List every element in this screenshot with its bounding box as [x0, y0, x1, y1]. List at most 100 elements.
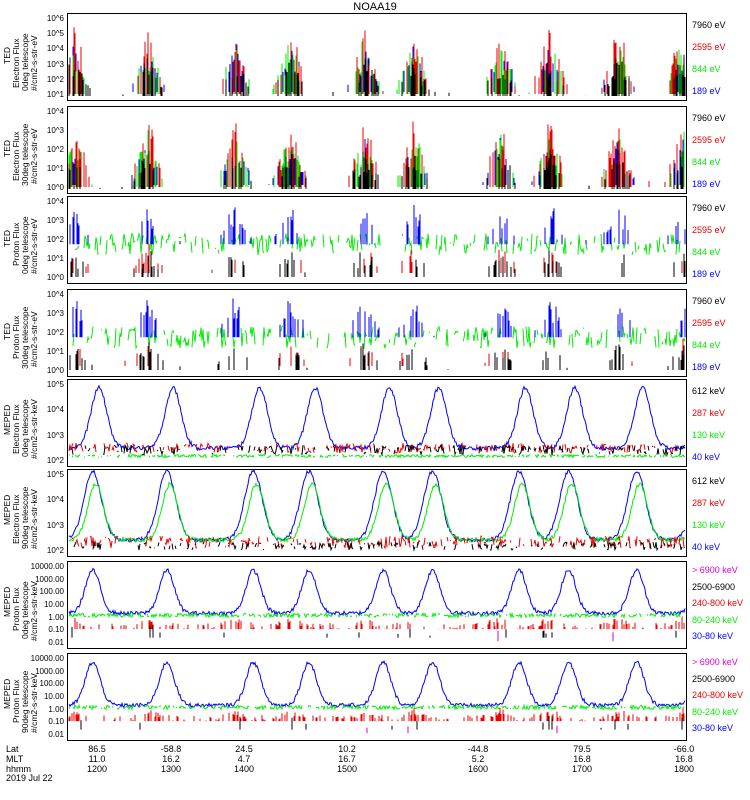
y-tick-label: 0.10 — [48, 717, 64, 727]
chart-panel-8: MEPED Proton Flux 90deg telescope #/cm2-s-s… — [0, 653, 750, 741]
axis-value: 16.8 — [573, 754, 591, 764]
y-tick-label: 10.00 — [43, 600, 64, 609]
legend-entry: 2500-6900 — [692, 673, 736, 684]
y-tick-label: 10^3 — [46, 309, 64, 318]
axis-value: 86.5 — [88, 744, 106, 754]
axis-value: 16.8 — [675, 754, 693, 764]
series-2500-6900-3 — [71, 624, 677, 638]
axis-row-mlt: MLT 11.0 16.2 4.7 16.7 5.2 16.8 16.8 — [0, 754, 750, 764]
legend-entry: 40 keV — [692, 542, 721, 552]
series-2595ev-2 — [72, 243, 685, 273]
y-tick-label: 10^4 — [46, 405, 64, 415]
legend-entry: 2595 eV — [692, 318, 726, 328]
series-40kev-0 — [68, 470, 686, 544]
plot-area — [67, 379, 687, 467]
series-7960ev-3 — [68, 57, 686, 96]
series-612kev-3 — [71, 443, 686, 457]
axis-row-label: Lat — [6, 744, 19, 754]
legend-entry: > 6900 keV — [692, 565, 738, 575]
series-130kev-1 — [68, 481, 686, 544]
y-tick-label: 10000.00 — [30, 562, 64, 571]
series-287kev-2 — [71, 534, 686, 550]
series-80-240kev-1 — [69, 613, 685, 617]
y-tick-label: 10^3 — [46, 430, 64, 440]
plot-area — [67, 106, 687, 194]
y-tick-label: 0.01 — [48, 638, 64, 647]
plot-area — [67, 469, 687, 557]
series-30-80kev-0 — [68, 567, 686, 618]
y-tick-label: 10^3 — [46, 520, 64, 530]
legend-entry: 612 keV — [692, 386, 726, 396]
chart-panel-3: TED Proton Flux 0deg telescope #/cm2-s-str-… — [0, 196, 750, 284]
series-2595ev-2 — [68, 121, 682, 187]
legend-entry: 844 eV — [692, 340, 721, 350]
legend-entry: 2595 eV — [692, 135, 726, 145]
legend-entry: 844 eV — [692, 64, 721, 74]
date-label: 2019 Jul 22 — [6, 773, 53, 783]
y-tick-label: 10.00 — [43, 692, 64, 701]
axis-value: 1400 — [233, 764, 255, 774]
y-tick-label: 10^5 — [46, 29, 64, 39]
axis-value: 10.2 — [338, 744, 356, 754]
plot-area — [67, 196, 687, 284]
y-tick-label: 1000.00 — [35, 666, 64, 676]
series-189ev-1 — [69, 204, 686, 245]
legend-entry: 7960 eV — [692, 203, 726, 213]
legend-entry: 240-800 keV — [692, 690, 744, 700]
series-6900kev-4 — [497, 630, 614, 642]
legend-entry: 2500-6900 — [692, 581, 736, 592]
series-240-800kev-2 — [74, 617, 685, 630]
axis-value: 24.5 — [235, 744, 253, 754]
axis-value: 1700 — [571, 764, 593, 774]
y-tick-label: 10^6 — [46, 14, 64, 23]
y-axis-label-line: #/cm2-s-str-eV — [29, 127, 39, 184]
y-tick-label: 10^4 — [46, 107, 64, 116]
plot-area — [67, 13, 687, 101]
axis-value: 1800 — [673, 764, 695, 774]
series-plot — [69, 298, 686, 370]
legend-entry: 612 keV — [692, 476, 726, 486]
y-tick-label: 10^0 — [46, 183, 64, 192]
axis-row-label: MLT — [6, 754, 24, 764]
axis-value: 11.0 — [88, 754, 106, 764]
axis-row-label: hhmm — [6, 764, 32, 774]
legend-entry: 130 keV — [692, 430, 726, 440]
y-tick-label: 10^0 — [46, 273, 64, 282]
series-6900kev-4 — [366, 725, 558, 734]
legend-entry: 30-80 keV — [692, 723, 734, 733]
axis-value: -66.0 — [673, 744, 695, 754]
chart-panel-1: TED Electron Flux 0deg telescope #/cm2-s-st… — [0, 13, 750, 101]
series-2595ev-2 — [69, 27, 681, 94]
plot-area — [67, 289, 687, 377]
y-axis-label-line: #/cm2-s-str-keV — [29, 399, 39, 459]
legend-entry: 2595 eV — [692, 42, 726, 52]
y-axis-label-line: #/cm2-s-str-eV — [29, 217, 39, 274]
y-tick-label: 0.01 — [48, 730, 64, 739]
y-tick-label: 100.00 — [39, 679, 64, 689]
series-189ev-1 — [72, 298, 686, 338]
chart-panel-5: MEPED Electron Flux 0deg telescope #/cm2-s-… — [0, 379, 750, 467]
chart-panel-7: MEPED Proton Flux 0deg telescope #/cm2-s-st… — [0, 561, 750, 649]
plot-area — [67, 561, 687, 649]
legend-entry: 240-800 keV — [692, 598, 744, 608]
chart-panel-6: MEPED Electron Flux 90deg telescope #/cm2-s… — [0, 469, 750, 557]
axis-value: 16.7 — [338, 754, 356, 764]
legend-entry: 844 eV — [692, 247, 721, 257]
y-tick-label: 1.00 — [48, 612, 64, 622]
axis-value: 1500 — [336, 764, 358, 774]
axis-value: 4.7 — [237, 754, 251, 764]
legend-entry: 80-240 keV — [692, 706, 739, 717]
series-plot — [68, 121, 685, 189]
y-tick-label: 10^2 — [46, 74, 64, 84]
y-tick-label: 10^2 — [46, 328, 64, 337]
legend-entry: 189 eV — [692, 269, 721, 279]
y-tick-label: 1000.00 — [35, 574, 64, 584]
y-tick-label: 10^0 — [46, 366, 64, 375]
series-7960ev-3 — [70, 250, 686, 277]
legend-entry: 7960 eV — [692, 296, 726, 306]
series-240-800kev-2 — [68, 707, 685, 722]
series-30-80kev-0 — [68, 660, 686, 709]
series-844ev-0 — [75, 234, 684, 256]
y-tick-label: 10^3 — [46, 59, 64, 69]
